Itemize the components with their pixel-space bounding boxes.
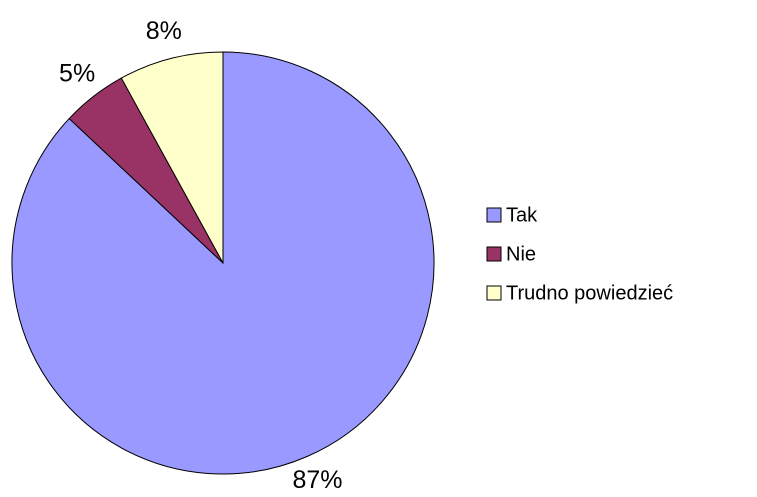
value-label: 5% <box>59 60 95 88</box>
legend-label: Tak <box>506 204 538 226</box>
legend-swatch <box>486 285 502 301</box>
legend-swatch <box>486 246 502 262</box>
legend-label: Nie <box>506 243 536 265</box>
pie-slice <box>120 51 224 264</box>
legend-swatch <box>486 207 502 223</box>
value-label: 87% <box>292 466 342 494</box>
legend-label: Trudno powiedzieć <box>506 282 673 304</box>
value-label: 8% <box>146 17 182 45</box>
